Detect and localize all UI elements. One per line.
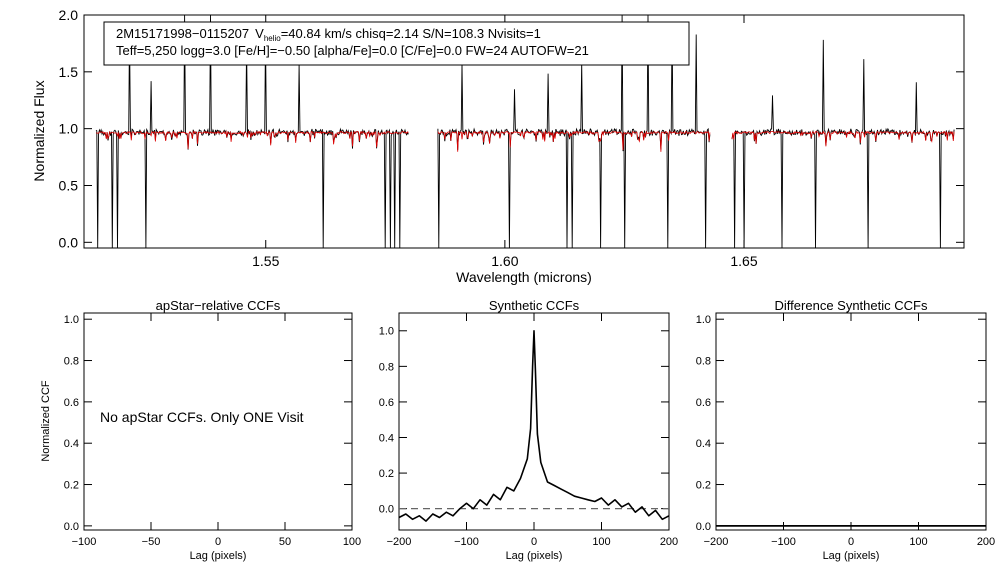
spectrum-ticks: 1.55 1.60 1.65 0.0 0.5 1.0 1.5 2.0 (59, 7, 964, 269)
synthetic-ccf-y-tick-label: 0.4 (379, 432, 394, 444)
spectrum-x-tick-label: 1.60 (491, 253, 518, 269)
apstar-ccf-y-tick-label: 0.6 (64, 397, 79, 409)
synthetic-ccf-y-tick-label: 0.2 (379, 468, 394, 480)
spectrum-lines (95, 14, 955, 249)
apstar-ccf-y-axis-label: Normalized CCF (40, 380, 52, 462)
difference-ccf-x-tick-label: −200 (704, 536, 729, 548)
apstar-ccf-y-tick-label: 0.0 (64, 521, 79, 533)
difference-ccf-ticks: −200 −100 0 100 200 0.0 0.2 0.4 0.6 0.8 1.0 (696, 313, 995, 548)
spectrum-y-axis-label: Normalized Flux (31, 80, 47, 181)
difference-ccf-y-tick-label: 1.0 (696, 314, 711, 326)
synthetic-ccf-panel: Synthetic CCFs −200 −100 0 100 200 0.0 0.2 0.4 0… (379, 298, 678, 562)
synthetic-ccf-x-tick-label: −100 (454, 536, 479, 548)
apstar-ccf-title: apStar−relative CCFs (156, 298, 281, 313)
apstar-ccf-x-tick-label: 100 (343, 536, 361, 548)
difference-ccf-y-tick-label: 0.0 (696, 521, 711, 533)
difference-ccf-x-tick-label: 200 (977, 536, 995, 548)
synthetic-ccf-x-tick-label: 0 (531, 536, 537, 548)
apstar-ccf-x-tick-label: −100 (72, 536, 97, 548)
synthetic-ccf-y-tick-label: 0.8 (379, 361, 394, 373)
spectrum-y-tick-label: 0.5 (59, 178, 79, 194)
spectrum-y-tick-label: 1.5 (59, 64, 79, 80)
spectrum-x-axis-label: Wavelength (microns) (456, 269, 592, 285)
apstar-ccf-x-tick-label: 0 (215, 536, 221, 548)
difference-ccf-frame (715, 312, 987, 531)
apstar-ccf-ticks: −100 −50 0 50 100 0.0 0.2 0.4 0.6 0.8 1.0 (64, 313, 361, 548)
synthetic-ccf-curve (398, 330, 670, 522)
synthetic-ccf-y-tick-label: 1.0 (379, 326, 394, 338)
difference-ccf-panel: Difference Synthetic CCFs −200 −100 0 100 20… (696, 298, 995, 562)
synthetic-ccf-ticks: −200 −100 0 100 200 0.0 0.2 0.4 0.6 0.8 1.0 (379, 313, 678, 548)
spectrum-panel: 1.55 1.60 1.65 0.0 0.5 1.0 1.5 2.0 2M15171998−0… (31, 7, 965, 285)
apstar-ccf-annotation: No apStar CCFs. Only ONE Visit (100, 409, 304, 425)
apstar-ccf-x-tick-label: −50 (142, 536, 161, 548)
spectrum-frame (83, 14, 965, 249)
spectrum-title-line1: 2M15171998−0115207 Vhelio=40.84 km/s chis… (116, 26, 541, 43)
apstar-ccf-x-axis-label: Lag (pixels) (190, 550, 247, 562)
synthetic-ccf-x-tick-label: −200 (387, 536, 412, 548)
synthetic-ccf-x-tick-label: 200 (660, 536, 678, 548)
difference-ccf-y-tick-label: 0.6 (696, 397, 711, 409)
synthetic-ccf-y-tick-label: 0.0 (379, 504, 394, 516)
difference-ccf-y-tick-label: 0.4 (696, 438, 711, 450)
difference-ccf-x-tick-label: 100 (909, 536, 927, 548)
apstar-ccf-x-tick-label: 50 (279, 536, 291, 548)
apstar-ccf-y-tick-label: 1.0 (64, 314, 79, 326)
spectrum-info-box (103, 21, 690, 66)
spectrum-y-tick-label: 0.0 (59, 234, 79, 250)
spectrum-title-line2: Teff=5,250 logg=3.0 [Fe/H]=−0.50 [alpha/… (116, 43, 589, 58)
spectrum-x-tick-label: 1.65 (730, 253, 757, 269)
difference-ccf-x-tick-label: −100 (771, 536, 796, 548)
synthetic-ccf-x-tick-label: 100 (592, 536, 610, 548)
spectrum-y-tick-label: 1.0 (59, 121, 79, 137)
apstar-ccf-y-tick-label: 0.4 (64, 438, 79, 450)
apstar-ccf-y-tick-label: 0.8 (64, 355, 79, 367)
difference-ccf-x-tick-label: 0 (848, 536, 854, 548)
difference-ccf-x-axis-label: Lag (pixels) (823, 550, 880, 562)
apstar-ccf-panel: apStar−relative CCFs −100 −50 0 50 100 0.0 0.2… (40, 298, 361, 562)
spectrum-x-tick-label: 1.55 (252, 253, 279, 269)
apstar-ccf-y-tick-label: 0.2 (64, 479, 79, 491)
synthetic-ccf-title: Synthetic CCFs (489, 298, 580, 313)
synthetic-ccf-lines (398, 330, 670, 522)
difference-ccf-y-tick-label: 0.2 (696, 479, 711, 491)
difference-ccf-title: Difference Synthetic CCFs (775, 298, 928, 313)
spectrum-model-line (96, 130, 955, 152)
synthetic-ccf-y-tick-label: 0.6 (379, 397, 394, 409)
spectrum-y-tick-label: 2.0 (59, 7, 79, 23)
synthetic-ccf-x-axis-label: Lag (pixels) (506, 550, 563, 562)
difference-ccf-y-tick-label: 0.8 (696, 355, 711, 367)
